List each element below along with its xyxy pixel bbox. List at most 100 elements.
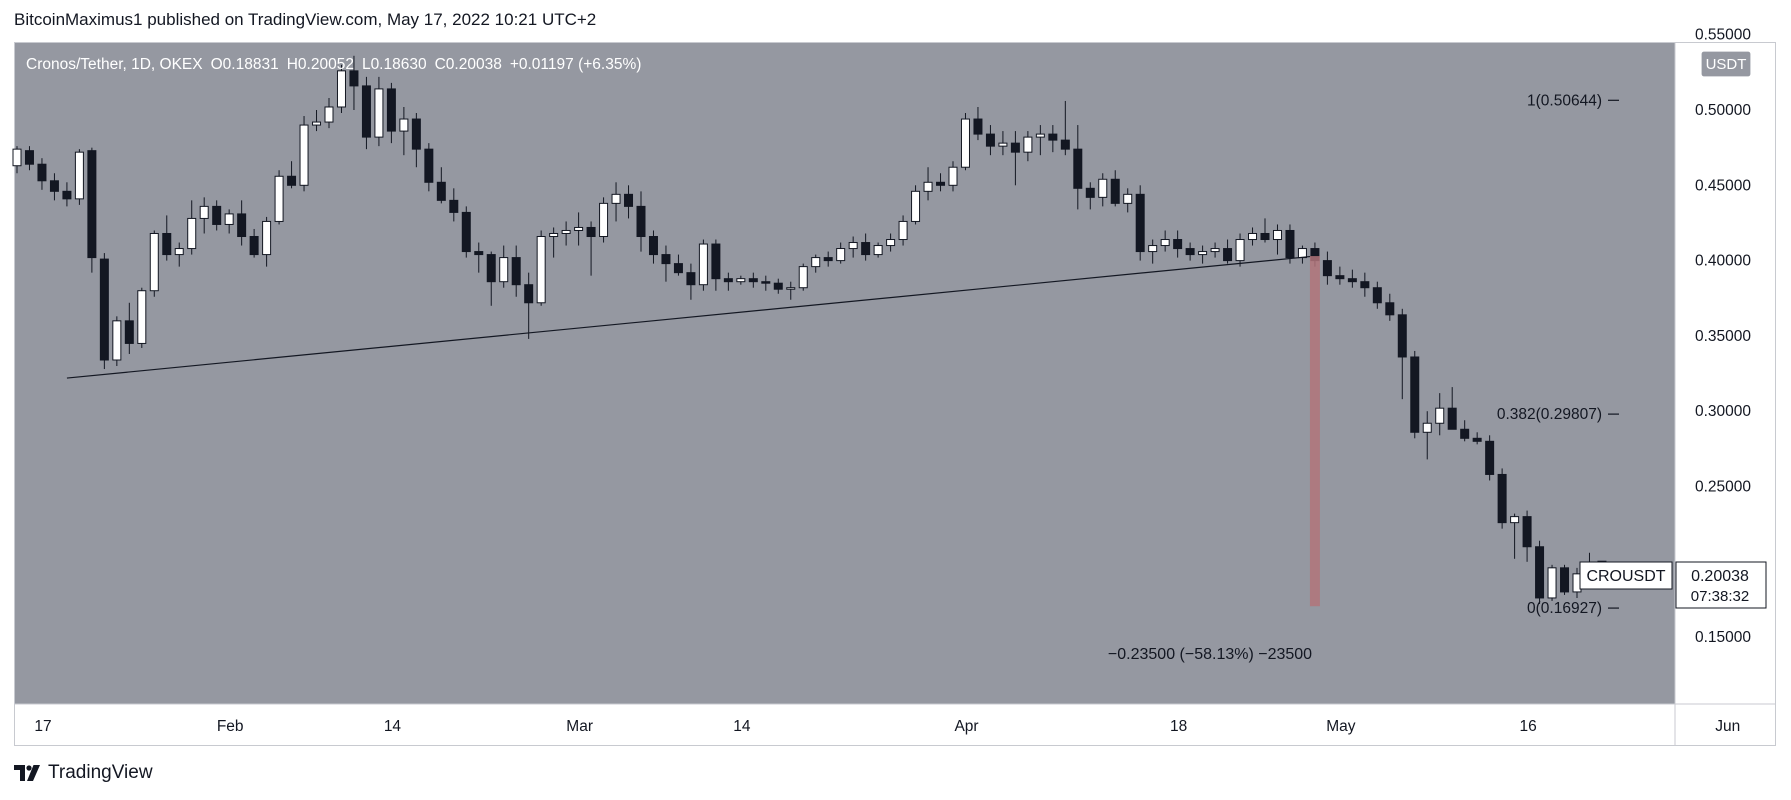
candle-body [1497, 473, 1507, 524]
candle [212, 200, 222, 231]
legend-o-value: 0.18831 [223, 56, 279, 73]
candle-body [1447, 407, 1457, 430]
candle-body [1098, 178, 1108, 198]
candle-body [87, 150, 97, 259]
candle-body [411, 118, 421, 150]
candle-body [1535, 546, 1545, 599]
candle-body [611, 193, 621, 204]
candle-body [474, 251, 484, 256]
candle [424, 143, 434, 192]
candle [1198, 245, 1208, 264]
price-axis-tick-label: 0.55000 [1695, 27, 1751, 44]
candle [361, 76, 371, 150]
candle [761, 275, 771, 291]
candle-body [336, 70, 346, 108]
candle [861, 233, 871, 261]
candle-body [686, 272, 696, 286]
candle [262, 216, 272, 267]
candle [237, 200, 247, 246]
candle-body [1397, 314, 1407, 358]
candle [99, 253, 109, 370]
candle-body [1073, 148, 1083, 189]
candle-body [62, 190, 72, 200]
candle-body [811, 257, 821, 268]
candle-body [1210, 248, 1220, 253]
candle-body [1285, 229, 1295, 259]
candle-body [761, 281, 771, 284]
candle-body [773, 282, 783, 290]
currency-badge[interactable] [1700, 50, 1752, 78]
candle-body [1485, 440, 1495, 475]
candle [911, 185, 921, 225]
price-axis-tick-label: 0.40000 [1695, 253, 1751, 270]
candle [985, 125, 995, 156]
candle [287, 161, 297, 189]
candle [224, 209, 234, 234]
candle-body [249, 236, 259, 256]
tradingview-logo-icon[interactable] [14, 765, 42, 781]
candle-body [1510, 516, 1520, 524]
candle [1073, 125, 1083, 210]
candle [449, 188, 459, 222]
candle-body [1185, 248, 1195, 256]
candle-body [873, 245, 883, 256]
candle [636, 191, 646, 252]
candle-body [237, 213, 247, 238]
candle [1422, 411, 1432, 460]
legend-c-label: C [435, 56, 446, 73]
candle-body [911, 190, 921, 222]
candle [49, 173, 59, 201]
legend-symbol: Cronos/Tether, 1D, OKEX [26, 56, 203, 73]
candle [923, 167, 933, 201]
candle [736, 275, 746, 285]
price-axis-tick-label: 0.25000 [1695, 479, 1751, 496]
candle-body [786, 287, 796, 290]
time-axis-tick-label: 14 [384, 718, 402, 735]
candle [12, 146, 22, 174]
candle [386, 82, 396, 144]
time-axis-tick-label: 16 [1519, 718, 1536, 735]
candle-body [424, 148, 434, 183]
candle-body [124, 320, 134, 344]
fib-level-label: 0.382(0.29807) [1497, 406, 1602, 423]
candle [324, 97, 334, 129]
candle-body [561, 229, 571, 234]
candle [374, 76, 384, 147]
measure-bar[interactable] [1309, 256, 1320, 607]
candle [349, 55, 359, 110]
price-axis-tick-label: 0.15000 [1695, 629, 1751, 646]
candle [399, 106, 409, 156]
legend-l-label: L [362, 56, 371, 73]
time-axis-tick-label: Jun [1715, 718, 1740, 735]
legend-l-value: 0.18630 [371, 56, 427, 73]
candle-body [848, 242, 858, 250]
candle [336, 64, 346, 114]
support-trendline[interactable] [66, 255, 1315, 379]
candle-body [1160, 239, 1170, 247]
candle [1397, 308, 1407, 400]
fib-level-label: 0(0.16927) [1527, 600, 1602, 617]
candle [24, 146, 34, 171]
candle [1460, 420, 1470, 442]
candle-body [349, 70, 359, 87]
candle [37, 158, 47, 190]
candle-body [1372, 287, 1382, 304]
candle-body [586, 226, 596, 238]
candle [723, 272, 733, 291]
candle-body [1223, 248, 1233, 262]
candle-body [1347, 278, 1357, 283]
footer-brand[interactable]: TradingView [48, 762, 153, 783]
candle-body [1385, 302, 1395, 316]
candle [1472, 432, 1482, 445]
candle [811, 254, 821, 273]
candle-body [1297, 248, 1307, 259]
candle-body [274, 175, 284, 222]
candle [1285, 224, 1295, 264]
candle [624, 185, 634, 219]
candle [312, 110, 322, 132]
candle [274, 170, 284, 225]
candle-body [736, 278, 746, 283]
candle-body [1322, 260, 1332, 277]
candle-body [960, 118, 970, 168]
